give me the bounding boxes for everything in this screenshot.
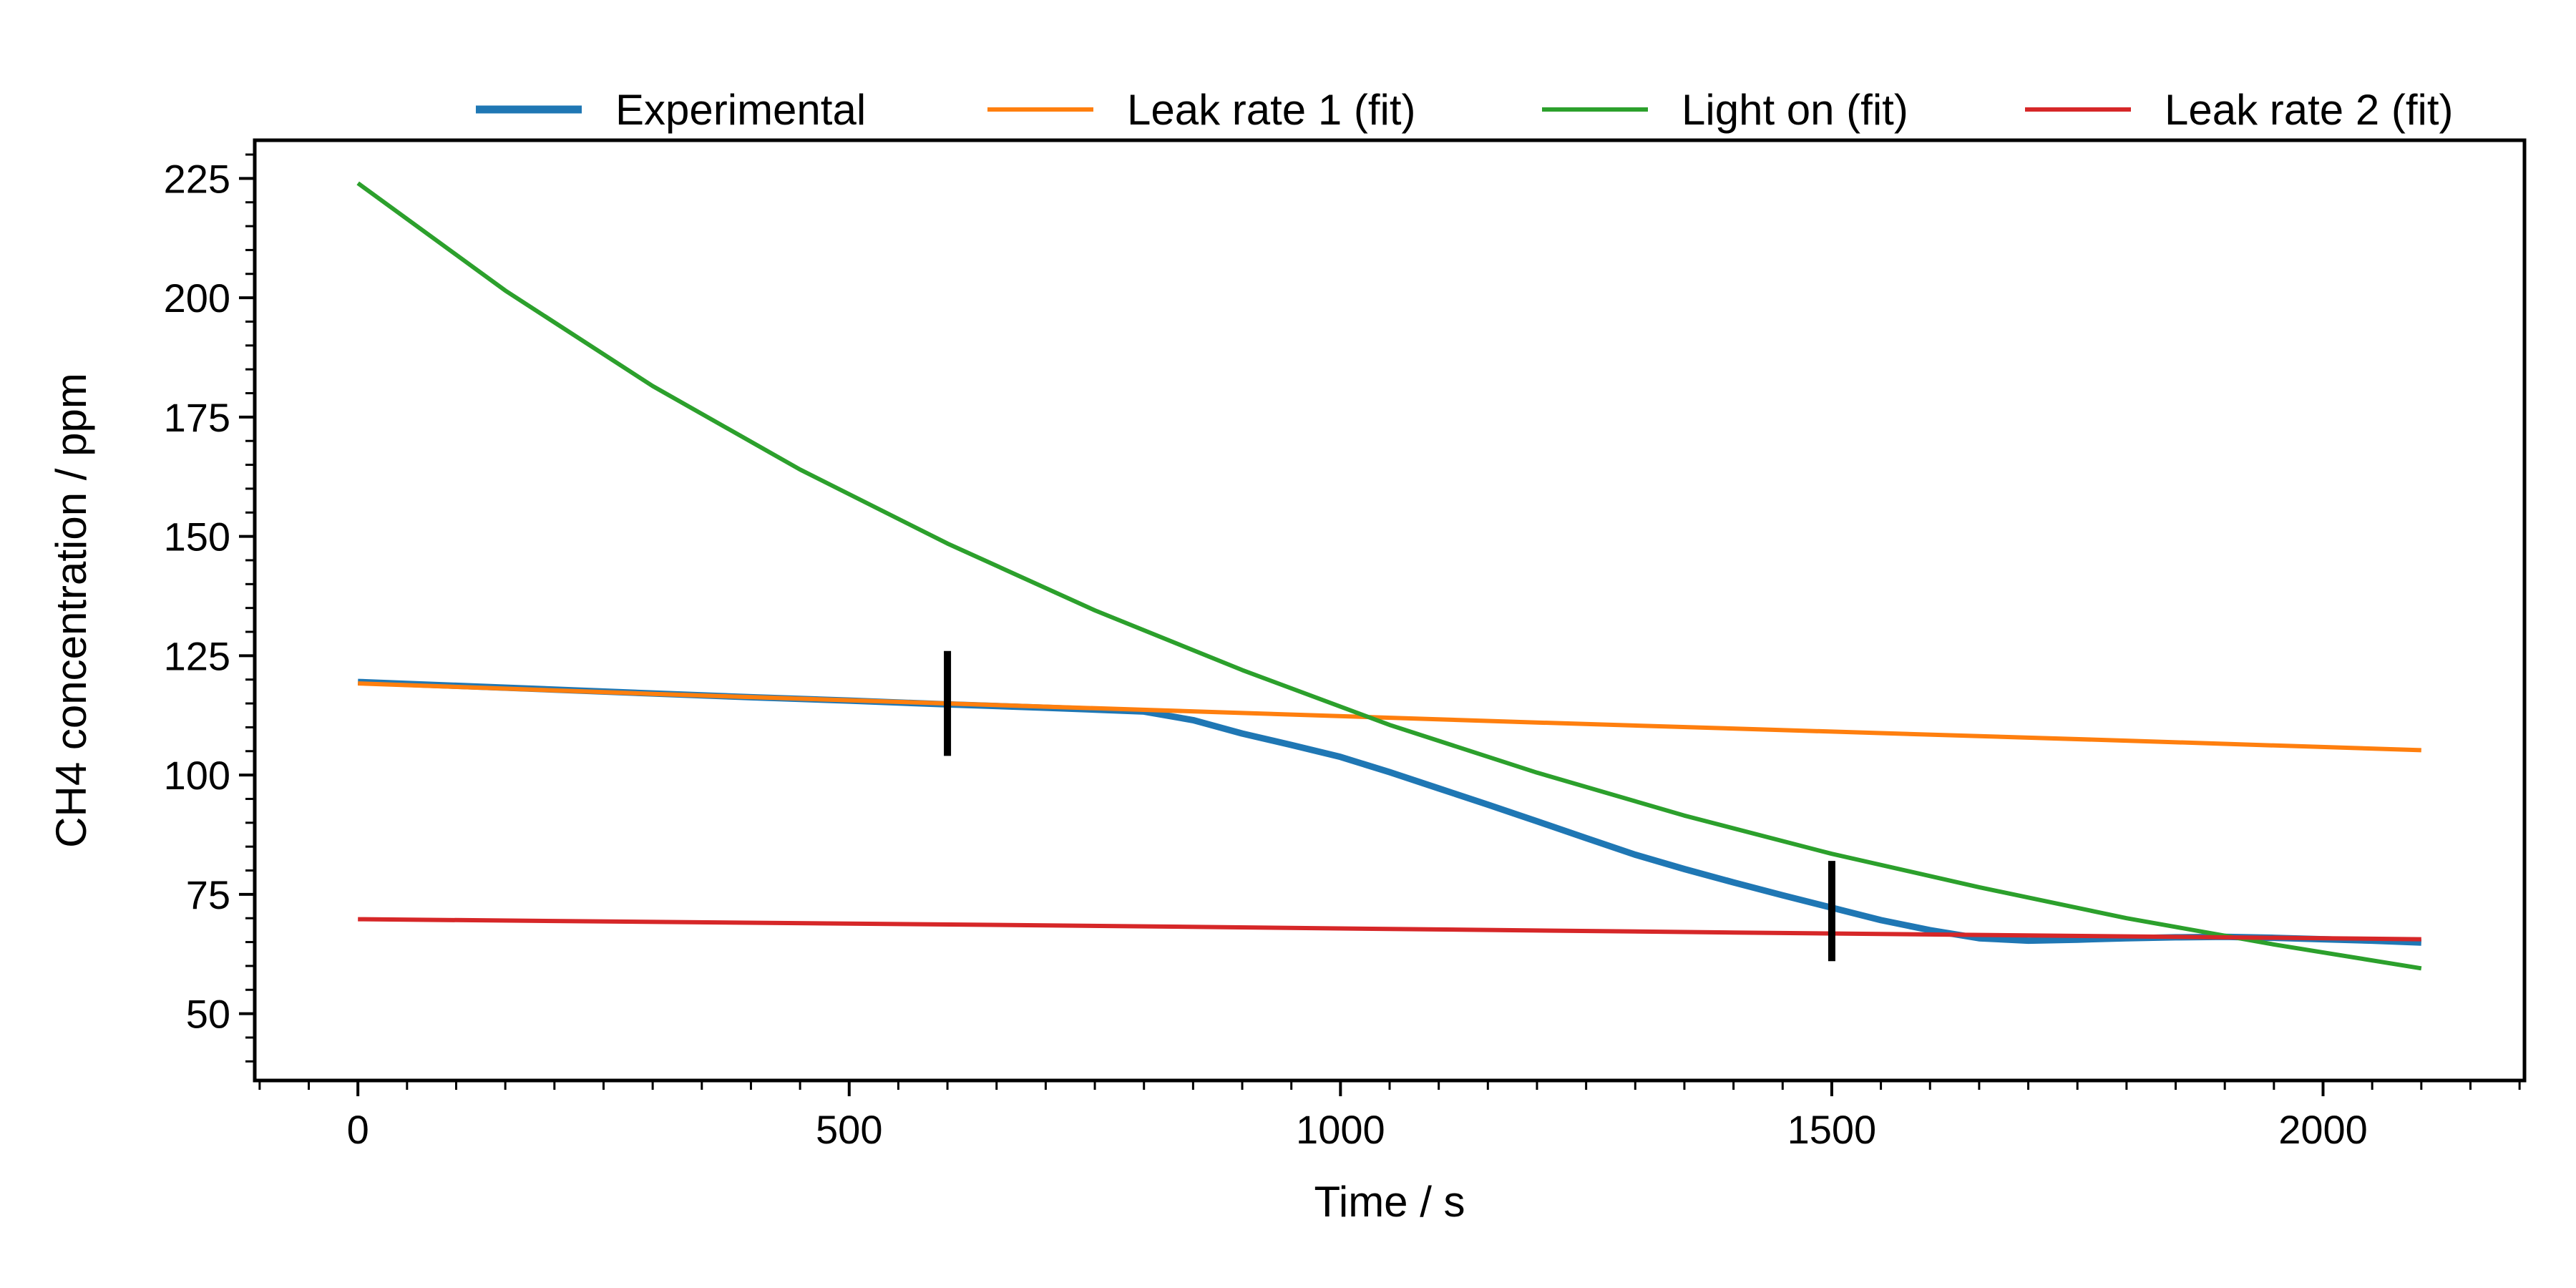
- legend-item-leak-rate-1-fit: Leak rate 1 (fit): [987, 86, 1416, 134]
- y-tick-label: 125: [164, 633, 230, 678]
- series-layer: [356, 181, 2422, 971]
- legend-item-experimental: Experimental: [476, 86, 866, 134]
- x-tick-label: 1000: [1296, 1107, 1385, 1152]
- x-axis-label: Time / s: [1314, 1178, 1465, 1226]
- series-line-leak-rate-2-fit: [358, 917, 2421, 942]
- x-axis: 0 500 1000 1500 2000: [258, 1080, 2521, 1152]
- legend-label: Experimental: [615, 86, 866, 134]
- series-line-leak-rate-1-fit: [358, 681, 2421, 753]
- y-tick-label: 50: [186, 992, 230, 1037]
- legend-item-leak-rate-2-fit: Leak rate 2 (fit): [2025, 86, 2454, 134]
- x-tick-label: 2000: [2278, 1107, 2368, 1152]
- y-tick-label: 200: [164, 275, 230, 321]
- y-axis: 50 75 100 125 150 175 200 225: [164, 153, 255, 1063]
- y-tick-label: 150: [164, 514, 230, 560]
- y-axis-label: CH4 concentration / ppm: [47, 373, 95, 848]
- y-tick-label: 75: [186, 872, 230, 917]
- legend-item-light-on-fit: Light on (fit): [1542, 86, 1908, 134]
- series-line-light-on-fit: [356, 181, 2422, 971]
- y-tick-label: 175: [164, 395, 230, 440]
- legend-label: Leak rate 1 (fit): [1127, 86, 1416, 134]
- series-line-experimental: [358, 678, 2421, 946]
- y-tick-label: 225: [164, 156, 230, 201]
- legend: Experimental Leak rate 1 (fit) Light on (f…: [476, 86, 2454, 134]
- x-tick-label: 500: [816, 1107, 882, 1152]
- x-tick-label: 1500: [1787, 1107, 1877, 1152]
- legend-label: Leak rate 2 (fit): [2165, 86, 2454, 134]
- markers-layer: [944, 650, 1835, 962]
- x-tick-label: 0: [347, 1107, 369, 1152]
- y-tick-label: 100: [164, 753, 230, 798]
- legend-label: Light on (fit): [1682, 86, 1908, 134]
